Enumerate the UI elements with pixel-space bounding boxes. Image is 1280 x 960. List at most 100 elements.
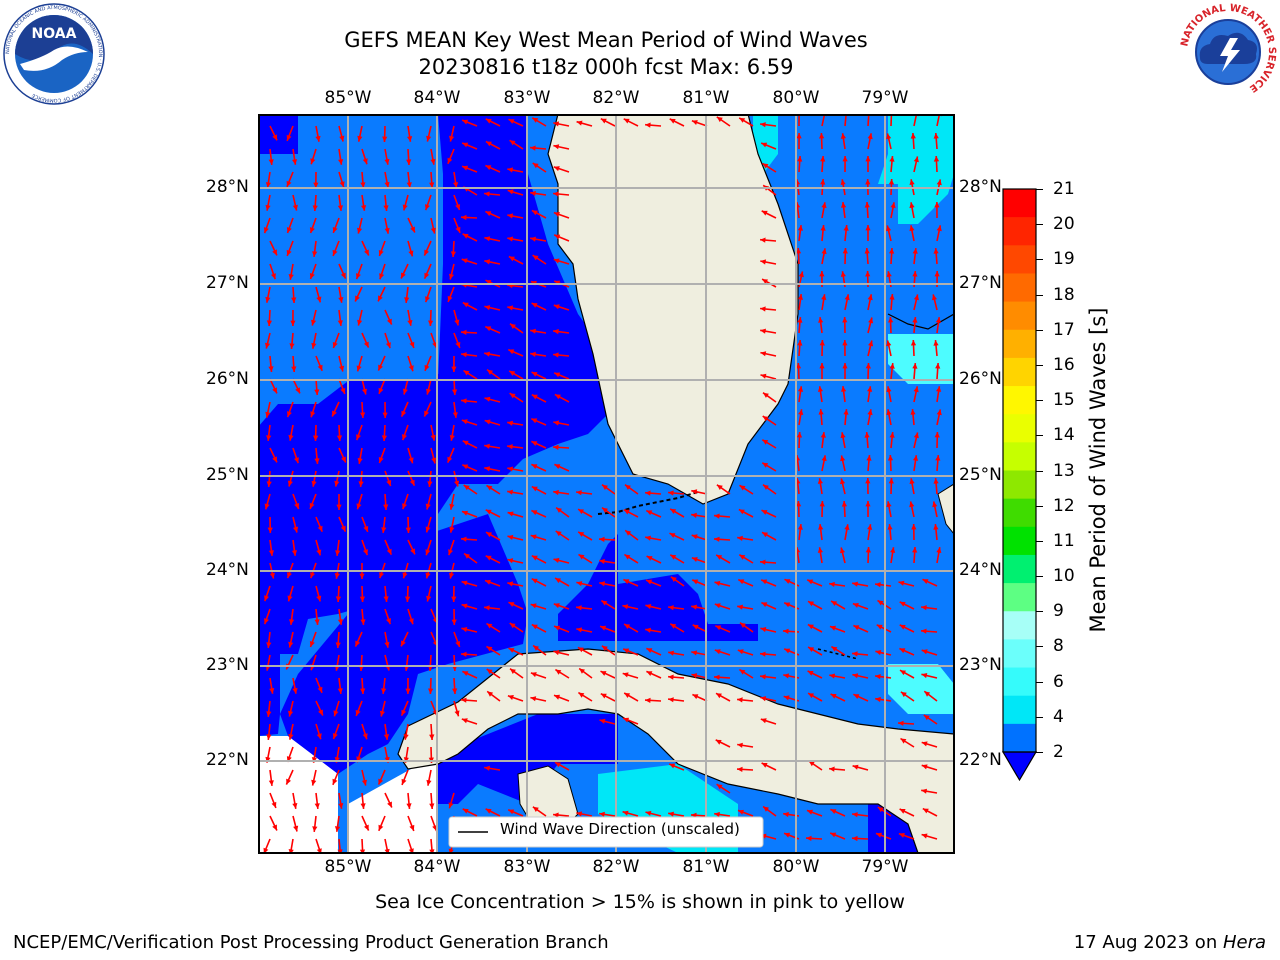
wave-direction-arrowhead <box>868 340 874 347</box>
wave-direction-arrowhead <box>336 435 343 441</box>
wave-direction-arrowhead <box>429 803 435 809</box>
colorbar-title: Mean Period of Wind Waves [s] <box>1086 307 1110 633</box>
wave-direction-arrowhead <box>886 271 892 277</box>
ocean-light-region <box>878 114 954 224</box>
wave-direction-arrowhead <box>287 595 293 602</box>
wave-direction-arrowhead <box>865 225 871 231</box>
wave-direction-arrowhead <box>484 236 491 242</box>
wave-direction-arrowhead <box>738 579 745 585</box>
wave-direction-arrow <box>867 114 870 127</box>
wave-direction-arrowhead <box>357 319 363 326</box>
wave-direction-arrowhead <box>363 526 369 532</box>
wave-direction-arrowhead <box>314 389 320 395</box>
wave-direction-arrowhead <box>890 202 896 209</box>
wave-direction-arrowhead <box>578 531 585 537</box>
wave-direction-arrowhead <box>899 601 906 607</box>
wave-direction-arrowhead <box>912 363 918 369</box>
wave-direction-arrowhead <box>359 596 365 602</box>
wave-direction-arrowhead <box>409 824 415 831</box>
ocean-light-region <box>888 664 954 714</box>
wave-direction-arrowhead <box>426 595 432 602</box>
wave-direction-arrowhead <box>829 581 835 587</box>
wave-direction-arrowhead <box>763 806 769 812</box>
wave-direction-arrowhead <box>332 342 338 348</box>
florida-keys <box>597 491 699 515</box>
colorbar-under-arrow <box>1001 751 1038 782</box>
wave-direction-arrowhead <box>455 226 461 233</box>
colorbar-tick <box>1036 329 1043 331</box>
lat-label-right: 25°N <box>959 465 1002 485</box>
wave-direction-arrowhead <box>820 179 826 185</box>
wave-direction-arrowhead <box>357 135 363 142</box>
wave-direction-arrowhead <box>424 364 430 371</box>
wave-direction-arrowhead <box>356 365 362 372</box>
wave-direction-arrowhead <box>387 318 392 325</box>
wave-direction-arrowhead <box>530 328 536 334</box>
wave-direction-arrowhead <box>309 502 315 509</box>
wave-direction-arrowhead <box>265 204 271 211</box>
wave-direction-arrowhead <box>334 573 340 579</box>
wave-direction-arrowhead <box>531 372 538 377</box>
wave-direction-arrowhead <box>363 549 368 556</box>
wave-direction-arrowhead <box>269 572 275 579</box>
wave-direction-arrowhead <box>808 647 815 652</box>
wave-direction-arrowhead <box>425 549 431 556</box>
colorbar-segment <box>1003 357 1036 387</box>
wave-direction-arrowhead <box>484 419 491 425</box>
wave-direction-arrowhead <box>507 213 514 219</box>
wave-direction-arrowhead <box>484 765 490 771</box>
wave-direction-arrowhead <box>831 646 838 652</box>
wave-direction-arrowhead <box>449 435 455 441</box>
wave-direction-arrowhead <box>808 601 814 607</box>
wave-direction-arrowhead <box>359 573 365 579</box>
wave-direction-arrowhead <box>484 305 491 311</box>
wave-direction-arrowhead <box>265 342 271 349</box>
colorbar-segment <box>1003 470 1036 500</box>
wave-direction-arrowhead <box>912 317 918 323</box>
wave-direction-arrowhead <box>909 225 915 232</box>
wave-direction-arrowhead <box>264 503 270 510</box>
wave-direction-arrowhead <box>624 693 631 698</box>
lat-label-right: 27°N <box>959 273 1002 293</box>
wave-direction-arrowhead <box>384 227 390 234</box>
wave-direction-arrowhead <box>601 600 608 606</box>
wave-direction-arrowhead <box>484 396 491 402</box>
wave-direction-arrowhead <box>714 811 720 818</box>
wave-direction-arrowhead <box>292 803 298 809</box>
wave-direction-arrowhead <box>455 641 461 647</box>
wave-direction-arrowhead <box>269 688 275 694</box>
wave-direction-arrowhead <box>807 671 814 676</box>
wave-direction-arrowhead <box>386 480 392 486</box>
wave-direction-arrowhead <box>292 204 298 211</box>
lon-label-top: 85°W <box>324 88 372 108</box>
wave-direction-arrowhead <box>405 596 411 602</box>
wave-direction-arrowhead <box>831 601 838 606</box>
wave-direction-arrowhead <box>668 811 674 817</box>
wave-direction-arrowhead <box>889 156 895 162</box>
wave-direction-arrowhead <box>424 272 430 279</box>
wave-direction-arrowhead <box>739 117 746 123</box>
wave-direction-arrowhead <box>622 604 629 610</box>
wave-direction-arrowhead <box>909 179 915 185</box>
wave-direction-arrowhead <box>509 140 516 146</box>
wave-direction-arrowhead <box>313 435 319 441</box>
colorbar-tick-label: 15 <box>1053 390 1075 411</box>
wave-direction-arrowhead <box>360 688 366 694</box>
wave-direction-arrowhead <box>668 650 674 656</box>
wave-direction-arrowhead <box>317 364 323 371</box>
wave-direction-arrowhead <box>762 462 769 468</box>
wave-direction-arrowhead <box>530 696 537 702</box>
wave-direction-arrowhead <box>461 214 467 221</box>
wave-direction-arrowhead <box>740 622 746 628</box>
wave-direction-arrowhead <box>268 366 274 372</box>
wave-direction-arrowhead <box>646 510 653 516</box>
wave-direction-arrowhead <box>431 457 437 464</box>
wave-direction-arrow <box>844 114 847 127</box>
wave-direction-arrowhead <box>645 697 651 703</box>
wave-direction-arrowhead <box>669 118 676 124</box>
wave-direction-arrowhead <box>555 669 562 675</box>
wave-direction-arrowhead <box>508 256 515 262</box>
wave-direction-arrow <box>890 114 893 127</box>
wave-direction-arrowhead <box>889 363 895 369</box>
wave-direction-arrowhead <box>426 779 432 786</box>
